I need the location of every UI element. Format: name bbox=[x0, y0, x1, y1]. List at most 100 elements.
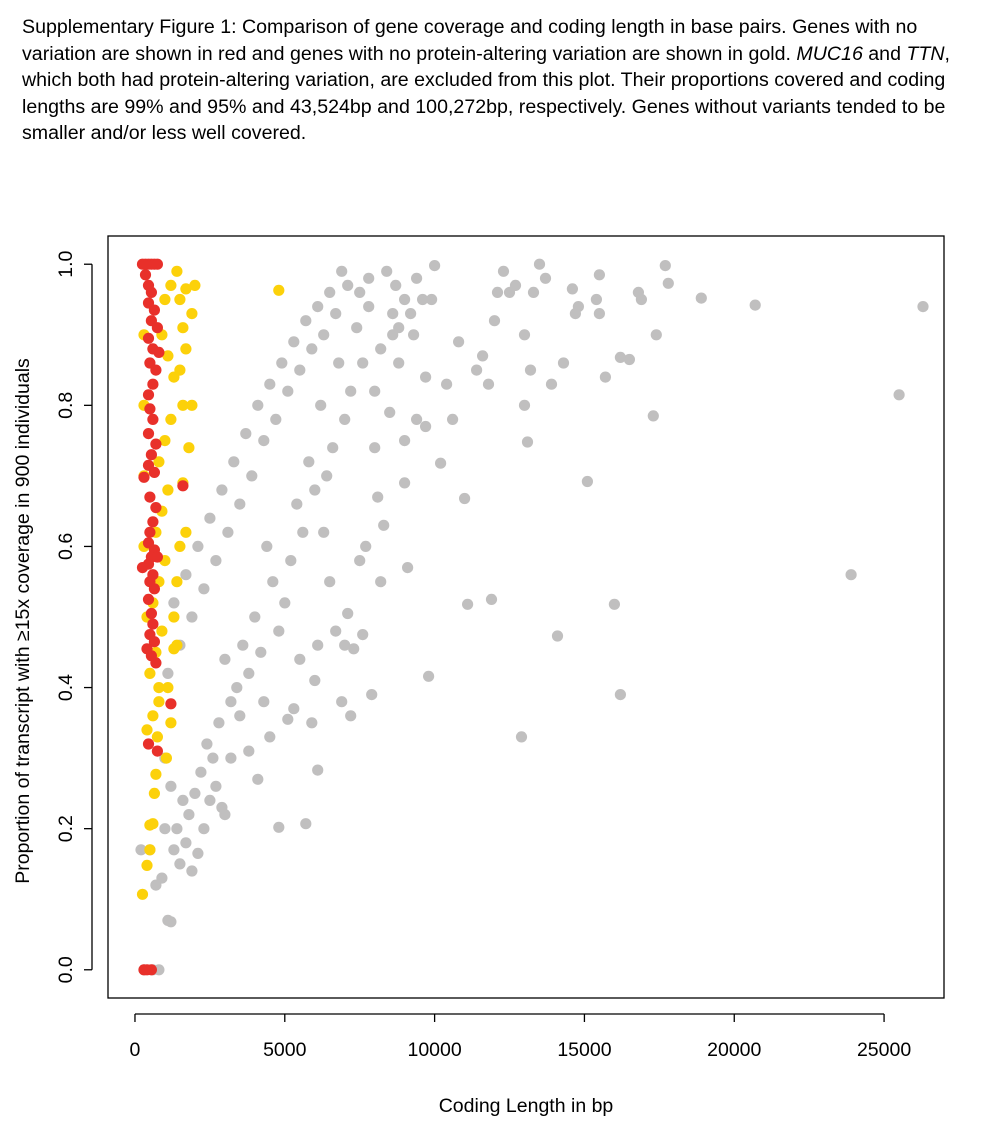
point-other-41 bbox=[477, 350, 489, 362]
point-other-152 bbox=[189, 787, 201, 800]
point-other-117 bbox=[390, 279, 402, 291]
point-no-variation-31 bbox=[147, 516, 159, 528]
point-other-127 bbox=[339, 413, 351, 425]
point-other-169 bbox=[288, 336, 300, 348]
point-other-115 bbox=[411, 272, 423, 284]
point-other-147 bbox=[219, 653, 231, 665]
point-other-136 bbox=[285, 555, 297, 567]
point-other-154 bbox=[177, 794, 189, 807]
point-other-40 bbox=[482, 378, 495, 390]
point-other-173 bbox=[264, 378, 276, 390]
point-no-variation-10 bbox=[148, 304, 160, 316]
point-other-141 bbox=[255, 646, 267, 658]
point-no-protein-altering-30 bbox=[159, 293, 171, 306]
point-other-13 bbox=[614, 689, 627, 701]
point-other-100 bbox=[186, 865, 198, 877]
point-no-protein-altering-49 bbox=[147, 710, 159, 722]
point-other-181 bbox=[216, 484, 228, 496]
point-no-variation-55 bbox=[145, 964, 157, 976]
point-other-137 bbox=[279, 597, 291, 609]
point-no-variation-43 bbox=[145, 607, 157, 620]
y-tick-label: 0.2 bbox=[55, 815, 77, 842]
point-other-57 bbox=[402, 562, 414, 574]
point-other-52 bbox=[420, 371, 432, 383]
point-other-6 bbox=[662, 277, 674, 289]
point-no-protein-altering-36 bbox=[165, 413, 177, 425]
x-tick-label: 20000 bbox=[707, 1039, 761, 1061]
point-no-protein-altering-21 bbox=[141, 859, 153, 872]
point-other-144 bbox=[237, 639, 249, 651]
data-points bbox=[135, 258, 929, 976]
point-other-189 bbox=[168, 597, 180, 609]
point-other-89 bbox=[258, 696, 270, 708]
gene-name-muc16: MUC16 bbox=[796, 42, 863, 65]
point-other-72 bbox=[345, 710, 357, 722]
point-other-10 bbox=[635, 293, 648, 306]
point-no-variation-23 bbox=[150, 438, 162, 450]
point-other-108 bbox=[150, 879, 162, 891]
point-other-85 bbox=[288, 703, 300, 715]
point-other-22 bbox=[572, 301, 585, 313]
point-other-176 bbox=[246, 470, 258, 482]
point-other-174 bbox=[258, 435, 270, 447]
plot-frame bbox=[107, 235, 945, 999]
point-no-protein-altering-17 bbox=[148, 787, 160, 800]
point-other-153 bbox=[183, 809, 195, 821]
point-no-protein-altering-35 bbox=[177, 322, 189, 334]
point-other-114 bbox=[399, 293, 411, 306]
point-no-variation-30 bbox=[150, 502, 162, 514]
point-other-101 bbox=[180, 837, 192, 849]
point-no-protein-altering-24 bbox=[180, 343, 192, 355]
point-no-variation-5 bbox=[151, 258, 163, 270]
point-other-78 bbox=[318, 526, 330, 538]
caption-text-1: Supplementary Figure 1: Comparison of ge… bbox=[22, 16, 918, 65]
x-axis-label: Coding Length in bp bbox=[439, 1095, 614, 1117]
x-tick-label: 0 bbox=[130, 1039, 141, 1061]
point-no-protein-altering-11 bbox=[162, 682, 174, 694]
point-other-12 bbox=[614, 351, 627, 363]
point-other-162 bbox=[330, 308, 342, 320]
point-other-186 bbox=[186, 611, 198, 623]
point-other-64 bbox=[375, 576, 387, 588]
point-no-protein-altering-13 bbox=[160, 752, 172, 764]
point-no-variation-18 bbox=[147, 378, 159, 390]
point-other-163 bbox=[324, 286, 336, 298]
point-no-protein-altering-7 bbox=[171, 576, 183, 588]
point-no-protein-altering-10 bbox=[168, 643, 180, 655]
x-tick-label: 5000 bbox=[263, 1039, 307, 1061]
point-other-132 bbox=[309, 484, 321, 496]
point-other-70 bbox=[354, 555, 366, 567]
point-no-protein-altering-25 bbox=[186, 308, 198, 320]
point-no-protein-altering-5 bbox=[180, 526, 192, 538]
point-other-8 bbox=[647, 410, 659, 422]
point-other-47 bbox=[441, 378, 453, 390]
point-no-variation-46 bbox=[148, 636, 160, 648]
point-no-variation-41 bbox=[148, 583, 160, 595]
point-no-protein-altering-27 bbox=[180, 283, 192, 295]
point-no-protein-altering-29 bbox=[165, 279, 177, 291]
point-other-96 bbox=[210, 780, 222, 792]
point-other-190 bbox=[162, 667, 174, 680]
point-other-73 bbox=[342, 607, 354, 620]
point-no-variation-32 bbox=[144, 526, 156, 538]
point-no-variation-27 bbox=[138, 471, 150, 483]
point-other-97 bbox=[204, 794, 216, 807]
point-other-133 bbox=[303, 456, 315, 468]
point-no-variation-22 bbox=[142, 428, 155, 440]
point-other-26 bbox=[539, 272, 552, 284]
point-no-protein-altering-16 bbox=[150, 768, 162, 780]
point-no-variation-52 bbox=[151, 745, 163, 757]
point-other-168 bbox=[294, 364, 306, 376]
point-no-protein-altering-1 bbox=[186, 399, 198, 411]
point-no-variation-24 bbox=[145, 449, 157, 461]
y-tick-label: 0.4 bbox=[55, 674, 77, 701]
point-other-50 bbox=[426, 293, 438, 306]
point-other-139 bbox=[267, 576, 279, 588]
point-other-59 bbox=[399, 477, 411, 489]
point-no-variation-49 bbox=[150, 657, 162, 669]
point-other-35 bbox=[503, 286, 516, 298]
point-other-159 bbox=[354, 286, 366, 298]
point-no-protein-altering-39 bbox=[162, 484, 174, 496]
point-no-protein-altering-22 bbox=[136, 888, 149, 900]
point-other-33 bbox=[515, 731, 528, 743]
